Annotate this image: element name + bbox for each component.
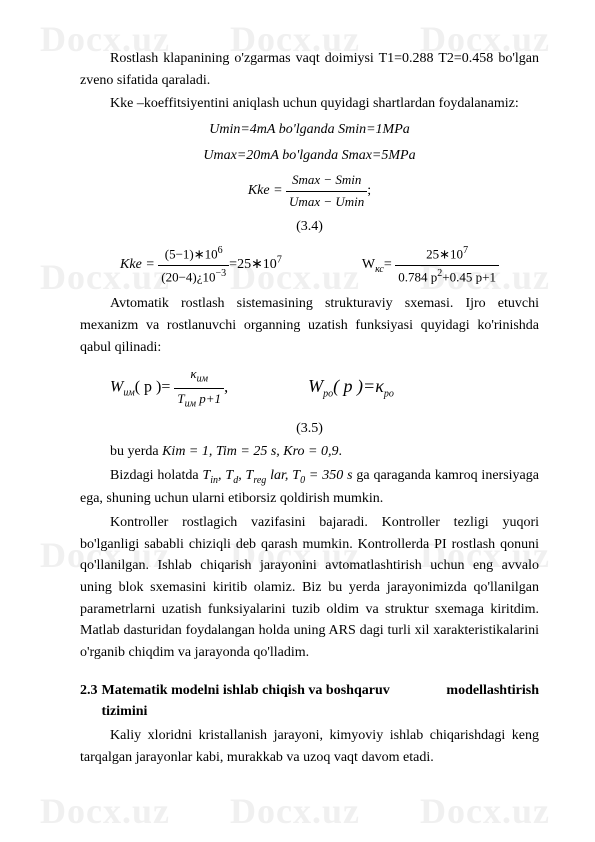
equation-wim: Wим( p )= κим Tим p+1 , bbox=[110, 364, 228, 411]
wpo-lhs: W bbox=[308, 376, 323, 396]
wim-fraction: κим Tим p+1 bbox=[174, 364, 224, 411]
wim-numerator: κим bbox=[174, 364, 224, 388]
page-content: Rostlash klapanining o'zgarmas vaqt doim… bbox=[0, 0, 595, 819]
paragraph-4: bu yerda Kim = 1, Tim = 25 s, Kro = 0,9. bbox=[80, 441, 539, 463]
wim-denominator: Tим p+1 bbox=[174, 389, 224, 412]
wim-punct: , bbox=[224, 379, 228, 396]
paragraph-5: Bizdagi holatda Tin, Td, Treg lar, T0 = … bbox=[80, 465, 539, 510]
kke-numerator: Smax − Smin bbox=[286, 170, 367, 191]
wim-sub: им bbox=[123, 388, 134, 399]
paragraph-7: Kaliy xloridni kristallanish jarayoni, k… bbox=[80, 725, 539, 768]
kke-label: Kke = bbox=[248, 183, 283, 198]
kke-denominator: Umax − Umin bbox=[286, 192, 367, 212]
wpo-rhs-sub: po bbox=[384, 389, 394, 400]
w-eq: = bbox=[384, 258, 392, 273]
wim-lhs: W bbox=[110, 379, 123, 396]
kke2-result-exp: 7 bbox=[277, 255, 282, 266]
equation-wpo: Wpo( p )=κpo bbox=[308, 373, 394, 402]
equation-umin: Umin=4mA bo'lganda Smin=1MPa bbox=[80, 119, 539, 141]
equation-row-kke-w: Kke = (5−1)∗106 (20−4)¿10−3 =25∗107 Wкс=… bbox=[80, 243, 539, 287]
equation-w-ks: Wкс= 25∗107 0.784 p2+0.45 p+1 bbox=[362, 243, 499, 287]
paragraph-1: Rostlash klapanining o'zgarmas vaqt doim… bbox=[80, 48, 539, 91]
kke2-numerator: (5−1)∗106 bbox=[158, 243, 229, 265]
equation-kke-numeric: Kke = (5−1)∗106 (20−4)¿10−3 =25∗107 bbox=[120, 243, 282, 287]
heading-right: modellashtirish bbox=[426, 680, 539, 723]
equation-number-35: (3.5) bbox=[80, 418, 539, 440]
kke-punct: ; bbox=[367, 183, 371, 198]
equation-kke: Kke = Smax − Smin Umax − Umin ; bbox=[80, 170, 539, 211]
wim-arg: ( p )= bbox=[135, 379, 171, 396]
paragraph-6: Kontroller rostlagich vazifasini bajarad… bbox=[80, 512, 539, 664]
equation-number-34: (3.4) bbox=[80, 216, 539, 238]
kke2-label: Kke = bbox=[120, 258, 155, 273]
kke2-denominator: (20−4)¿10−3 bbox=[158, 266, 229, 287]
equation-umax: Umax=20mA bo'lganda Smax=5MPa bbox=[80, 145, 539, 167]
w-denominator: 0.784 p2+0.45 p+1 bbox=[395, 266, 499, 287]
wpo-sub: po bbox=[323, 389, 333, 400]
w-label: W bbox=[362, 258, 375, 273]
w-fraction: 25∗107 0.784 p2+0.45 p+1 bbox=[395, 243, 499, 287]
kke2-fraction: (5−1)∗106 (20−4)¿10−3 bbox=[158, 243, 229, 287]
heading-text: Matematik modelni ishlab chiqish va bosh… bbox=[98, 680, 427, 723]
kke2-result: =25∗10 bbox=[229, 258, 277, 273]
heading-number: 2.3 bbox=[80, 680, 98, 723]
equation-row-wim-wpo: Wим( p )= κим Tим p+1 , Wpo( p )=κpo bbox=[80, 364, 539, 411]
section-heading-2-3: 2.3 Matematik modelni ishlab chiqish va … bbox=[80, 680, 539, 723]
kke-fraction: Smax − Smin Umax − Umin bbox=[286, 170, 367, 211]
w-sub: кс bbox=[375, 264, 384, 275]
paragraph-3: Avtomatik rostlash sistemasining struktu… bbox=[80, 293, 539, 358]
wpo-arg: ( p )=κ bbox=[333, 376, 384, 396]
w-numerator: 25∗107 bbox=[395, 243, 499, 265]
paragraph-2: Kke –koeffitsiyentini aniqlash uchun quy… bbox=[80, 93, 539, 115]
